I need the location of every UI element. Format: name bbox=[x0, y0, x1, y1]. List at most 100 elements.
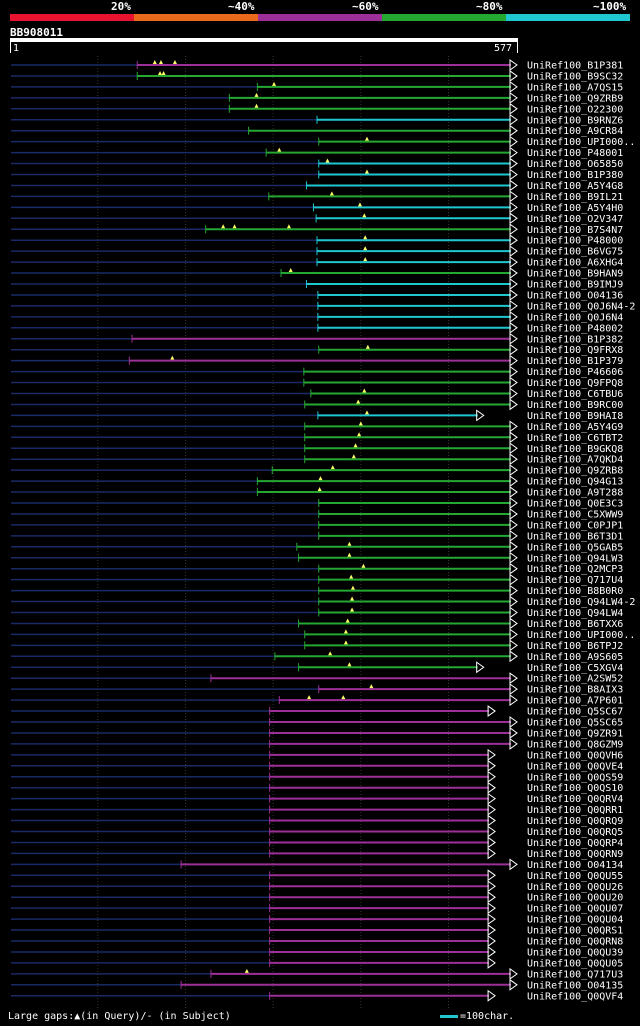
hit-row[interactable]: UniRef100_C6TBU6 bbox=[11, 387, 623, 401]
hit-label[interactable]: UniRef100_Q0QRQ9 bbox=[527, 816, 623, 827]
hit-row[interactable]: UniRef100_O04136 bbox=[11, 288, 623, 302]
hit-label[interactable]: UniRef100_UPI000.. bbox=[527, 137, 635, 148]
hit-row[interactable]: UniRef100_Q2MCP3 bbox=[11, 562, 623, 576]
hit-row[interactable]: UniRef100_B9HAN9 bbox=[11, 267, 623, 280]
hit-label[interactable]: UniRef100_Q0QRP4 bbox=[527, 838, 623, 849]
hit-label[interactable]: UniRef100_O22300 bbox=[527, 104, 623, 115]
hit-row[interactable]: UniRef100_Q0QS59 bbox=[11, 770, 623, 784]
hit-row[interactable]: UniRef100_Q0QU39 bbox=[11, 945, 623, 959]
hit-label[interactable]: UniRef100_P46606 bbox=[527, 367, 623, 378]
hit-row[interactable]: UniRef100_B9RC00 bbox=[11, 398, 623, 411]
hit-row[interactable]: UniRef100_P48000 bbox=[11, 234, 623, 247]
hit-row[interactable]: UniRef100_B1P379 bbox=[11, 354, 623, 368]
hit-label[interactable]: UniRef100_Q0QU26 bbox=[527, 882, 623, 893]
hit-row[interactable]: UniRef100_Q0QRN9 bbox=[11, 847, 623, 860]
hit-label[interactable]: UniRef100_A7QS15 bbox=[527, 82, 623, 93]
hit-row[interactable]: UniRef100_Q9ZR91 bbox=[11, 726, 623, 740]
hit-row[interactable]: UniRef100_A9T288 bbox=[11, 486, 623, 499]
hit-label[interactable]: UniRef100_O2V347 bbox=[527, 214, 623, 225]
hit-row[interactable]: UniRef100_Q0QU04 bbox=[11, 913, 623, 926]
hit-row[interactable]: UniRef100_P46606 bbox=[11, 365, 623, 379]
hit-label[interactable]: UniRef100_Q9ZRB8 bbox=[527, 466, 623, 477]
hit-label[interactable]: UniRef100_Q0QRS1 bbox=[527, 926, 623, 937]
hit-label[interactable]: UniRef100_Q717U4 bbox=[527, 575, 623, 586]
hit-row[interactable]: UniRef100_Q0QRS1 bbox=[11, 924, 623, 937]
hit-label[interactable]: UniRef100_Q0QRQ5 bbox=[527, 827, 623, 838]
hit-row[interactable]: UniRef100_Q0E3C3 bbox=[11, 497, 623, 510]
hit-label[interactable]: UniRef100_Q5GAB5 bbox=[527, 542, 623, 553]
hit-label[interactable]: UniRef100_B6VG75 bbox=[527, 247, 623, 258]
hit-row[interactable]: UniRef100_B8AIX3 bbox=[11, 683, 623, 696]
hit-label[interactable]: UniRef100_Q0QU04 bbox=[527, 915, 623, 926]
hit-row[interactable]: UniRef100_A5Y4H0 bbox=[11, 201, 623, 214]
hit-row[interactable]: UniRef100_Q5GAB5 bbox=[11, 540, 623, 554]
hit-row[interactable]: UniRef100_B6VG75 bbox=[11, 245, 623, 258]
hit-row[interactable]: UniRef100_B1P380 bbox=[11, 168, 623, 182]
hit-row[interactable]: UniRef100_O65850 bbox=[11, 157, 623, 171]
hit-label[interactable]: UniRef100_B8B0R0 bbox=[527, 586, 623, 597]
hit-label[interactable]: UniRef100_A2SW52 bbox=[527, 674, 623, 685]
hit-label[interactable]: UniRef100_Q0QS59 bbox=[527, 772, 623, 783]
hit-label[interactable]: UniRef100_B9RNZ6 bbox=[527, 115, 623, 126]
hit-row[interactable]: UniRef100_B8B0R0 bbox=[11, 584, 623, 598]
hit-row[interactable]: UniRef100_B6T3D1 bbox=[11, 529, 623, 543]
hit-label[interactable]: UniRef100_A5Y4G9 bbox=[527, 422, 623, 433]
hit-row[interactable]: UniRef100_A7QS15 bbox=[11, 80, 623, 94]
hit-label[interactable]: UniRef100_Q94G13 bbox=[527, 477, 623, 488]
hit-row[interactable]: UniRef100_Q0J6N4-2 bbox=[11, 299, 635, 313]
hit-row[interactable]: UniRef100_Q0J6N4 bbox=[11, 310, 623, 324]
hit-row[interactable]: UniRef100_B9IL21 bbox=[11, 190, 623, 203]
hit-label[interactable]: UniRef100_Q9FPQ8 bbox=[527, 378, 623, 389]
hit-row[interactable]: UniRef100_Q717U4 bbox=[11, 573, 623, 587]
hit-label[interactable]: UniRef100_A6XHG4 bbox=[527, 258, 623, 269]
hit-row[interactable]: UniRef100_A9S605 bbox=[11, 650, 623, 663]
hit-label[interactable]: UniRef100_Q94LW3 bbox=[527, 553, 623, 564]
hit-row[interactable]: UniRef100_A6XHG4 bbox=[11, 256, 623, 269]
hit-row[interactable]: UniRef100_P48002 bbox=[11, 321, 623, 335]
hit-row[interactable]: UniRef100_Q94LW3 bbox=[11, 551, 623, 565]
hit-row[interactable]: UniRef100_A7P601 bbox=[11, 694, 623, 707]
hit-label[interactable]: UniRef100_Q5SC65 bbox=[527, 718, 623, 729]
hit-label[interactable]: UniRef100_Q0E3C3 bbox=[527, 499, 623, 510]
hit-row[interactable]: UniRef100_O22300 bbox=[11, 102, 623, 116]
hit-row[interactable]: UniRef100_Q0QS10 bbox=[11, 781, 623, 795]
hit-row[interactable]: UniRef100_O04134 bbox=[11, 858, 623, 871]
hit-label[interactable]: UniRef100_B9IMJ9 bbox=[527, 280, 623, 291]
hit-label[interactable]: UniRef100_C6TBT2 bbox=[527, 433, 623, 444]
hit-label[interactable]: UniRef100_Q0QU39 bbox=[527, 947, 623, 958]
hit-row[interactable]: UniRef100_B6TPJ2 bbox=[11, 639, 623, 652]
hit-label[interactable]: UniRef100_B6TPJ2 bbox=[527, 641, 623, 652]
hit-row[interactable]: UniRef100_Q0QRN8 bbox=[11, 935, 623, 948]
hit-label[interactable]: UniRef100_Q0QVE4 bbox=[527, 761, 623, 772]
hit-row[interactable]: UniRef100_Q0QRP4 bbox=[11, 836, 623, 849]
hit-label[interactable]: UniRef100_B9IL21 bbox=[527, 192, 623, 203]
hit-label[interactable]: UniRef100_C6TBU6 bbox=[527, 389, 623, 400]
hit-label[interactable]: UniRef100_B1P379 bbox=[527, 356, 623, 367]
hit-label[interactable]: UniRef100_B9HAN9 bbox=[527, 269, 623, 280]
hit-row[interactable]: UniRef100_B6TXX6 bbox=[11, 617, 623, 630]
hit-row[interactable]: UniRef100_A2SW52 bbox=[11, 672, 623, 685]
hit-row[interactable]: UniRef100_B1P381 bbox=[11, 59, 623, 72]
hit-row[interactable]: UniRef100_C6TBT2 bbox=[11, 431, 623, 444]
hit-row[interactable]: UniRef100_Q0QU20 bbox=[11, 891, 623, 904]
hit-row[interactable]: UniRef100_Q0QU55 bbox=[11, 869, 623, 882]
hit-label[interactable]: UniRef100_B8AIX3 bbox=[527, 685, 623, 696]
hit-row[interactable]: UniRef100_Q0QU07 bbox=[11, 902, 623, 915]
hit-row[interactable]: UniRef100_O2V347 bbox=[11, 212, 623, 225]
hit-row[interactable]: UniRef100_Q0QRQ5 bbox=[11, 825, 623, 839]
hit-label[interactable]: UniRef100_P48001 bbox=[527, 148, 623, 159]
hit-label[interactable]: UniRef100_Q0QRN9 bbox=[527, 849, 623, 860]
hit-row[interactable]: UniRef100_UPI000.. bbox=[11, 628, 635, 641]
hit-label[interactable]: UniRef100_A9S605 bbox=[527, 652, 623, 663]
hit-label[interactable]: UniRef100_B9SC32 bbox=[527, 71, 623, 82]
hit-label[interactable]: UniRef100_Q5SC67 bbox=[527, 707, 623, 718]
hit-label[interactable]: UniRef100_Q8GZM9 bbox=[527, 739, 623, 750]
hit-row[interactable]: UniRef100_UPI000.. bbox=[11, 135, 635, 149]
hit-row[interactable]: UniRef100_B9IMJ9 bbox=[11, 278, 623, 291]
hit-label[interactable]: UniRef100_B1P381 bbox=[527, 61, 623, 72]
hit-label[interactable]: UniRef100_B1P380 bbox=[527, 170, 623, 181]
hit-row[interactable]: UniRef100_Q8GZM9 bbox=[11, 737, 623, 751]
hit-row[interactable]: UniRef100_Q0QVE4 bbox=[11, 759, 623, 773]
hit-label[interactable]: UniRef100_C5XGV4 bbox=[527, 663, 623, 674]
hit-row[interactable]: UniRef100_C0PJP1 bbox=[11, 518, 623, 532]
